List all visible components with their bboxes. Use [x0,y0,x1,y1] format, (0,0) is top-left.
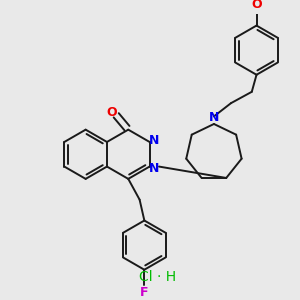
Text: O: O [251,0,262,11]
Text: O: O [107,106,117,119]
Text: Cl · H: Cl · H [139,270,176,284]
Text: N: N [149,162,160,175]
Text: N: N [149,134,160,147]
Text: F: F [140,286,148,299]
Text: N: N [209,111,219,124]
